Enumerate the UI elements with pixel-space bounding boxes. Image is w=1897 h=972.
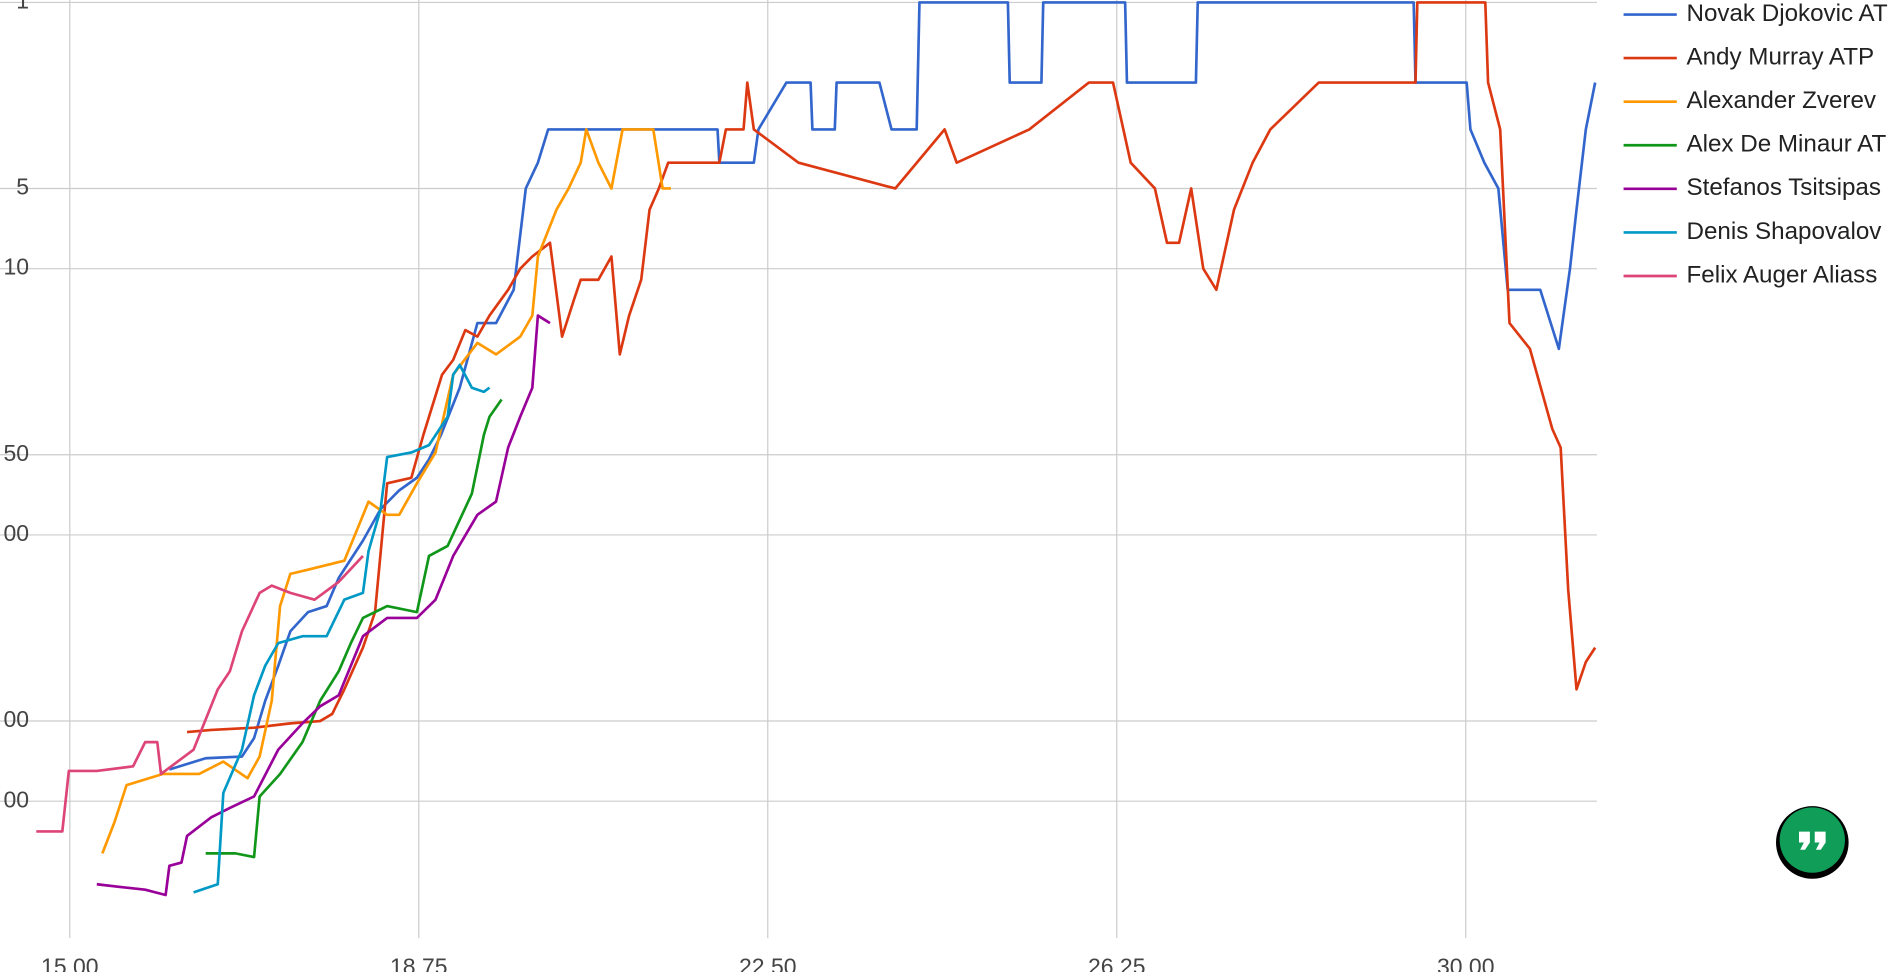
series-line <box>36 555 364 833</box>
series-line <box>96 314 551 897</box>
legend-label: Andy Murray ATP <box>1686 43 1874 70</box>
series-line <box>205 398 503 859</box>
y-tick-label: 00 <box>3 786 29 812</box>
x-tick-label: 22.50 <box>739 953 797 972</box>
legend: Novak Djokovic AT Andy Murray ATP Alexande… <box>1623 0 1888 288</box>
legend-label: Felix Auger Aliass <box>1686 261 1877 288</box>
y-tick-label: 5 <box>16 174 29 200</box>
x-tick-label: 30.00 <box>1437 953 1495 972</box>
series-line <box>193 363 491 894</box>
x-tick-label: 18.75 <box>390 953 448 972</box>
x-tick-label: 15.00 <box>41 953 99 972</box>
legend-label: Alexander Zverev <box>1686 87 1876 114</box>
grid: 1 5 10 50 00 00 00 15.00 18.75 22.50 26.25 30.00 <box>0 0 1597 972</box>
x-tick-label: 26.25 <box>1088 953 1146 972</box>
legend-label: Denis Shapovalov <box>1686 218 1882 245</box>
lines <box>36 1 1597 897</box>
series-line <box>168 1 1597 771</box>
y-tick-label: 1 <box>16 0 29 14</box>
y-tick-label: 00 <box>3 520 29 546</box>
chat-icon[interactable] <box>1799 831 1826 850</box>
y-tick-label: 00 <box>3 706 29 732</box>
legend-label: Novak Djokovic AT <box>1686 0 1887 27</box>
legend-label: Stefanos Tsitsipas <box>1686 174 1880 201</box>
series-line <box>186 1 1597 734</box>
chat-button[interactable] <box>1776 806 1849 879</box>
chat-button-face[interactable] <box>1779 807 1845 873</box>
y-tick-label: 50 <box>3 440 29 466</box>
y-tick-label: 10 <box>3 254 29 280</box>
series-line <box>101 128 671 854</box>
legend-label: Alex De Minaur AT <box>1686 131 1886 158</box>
